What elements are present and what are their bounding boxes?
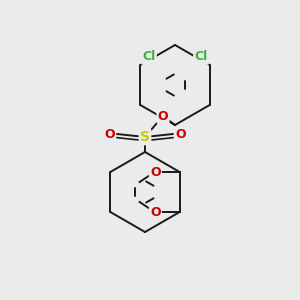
Text: O: O (175, 128, 186, 140)
Text: O: O (158, 110, 168, 122)
Text: Cl: Cl (142, 50, 156, 64)
Text: S: S (140, 130, 150, 144)
Text: Cl: Cl (194, 50, 208, 64)
Text: O: O (150, 166, 160, 178)
Text: O: O (104, 128, 115, 140)
Text: O: O (150, 206, 160, 218)
